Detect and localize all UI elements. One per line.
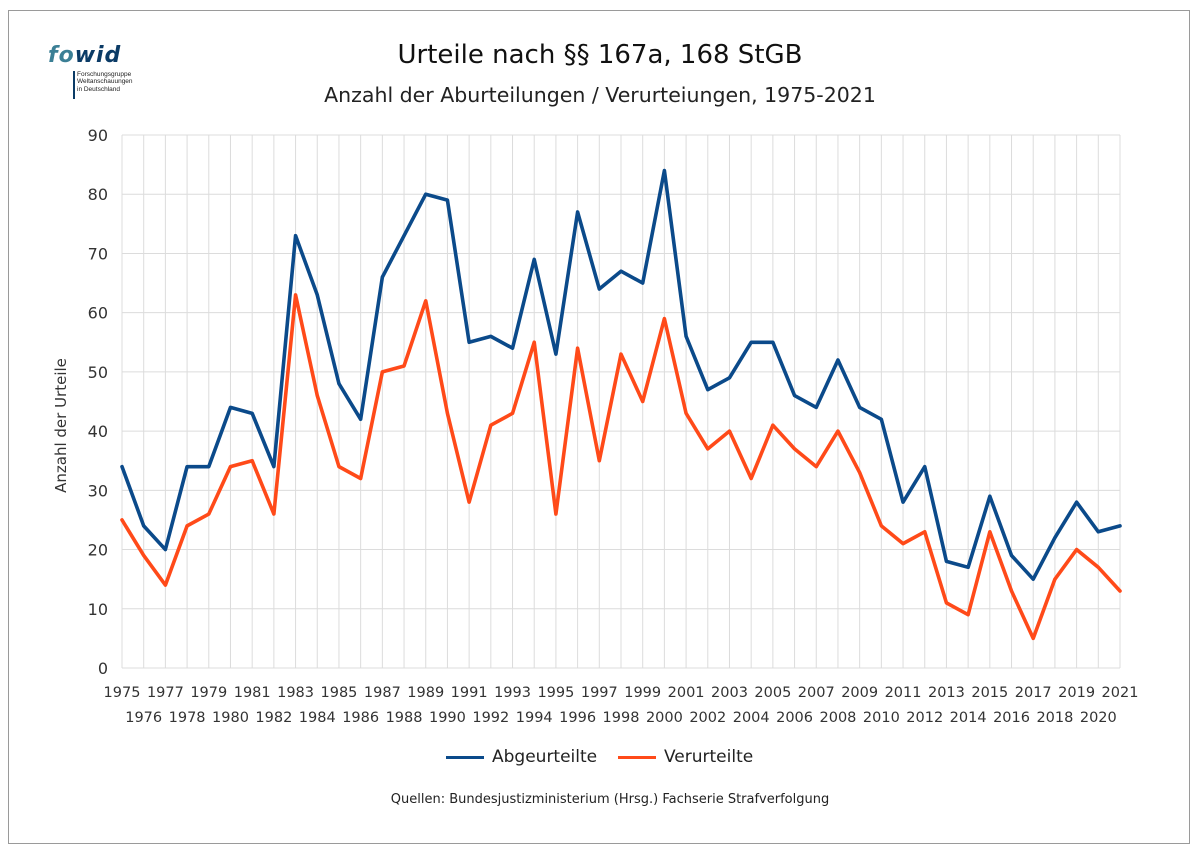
y-tick-label: 70 [88,244,108,263]
x-tick-label: 1982 [255,710,292,726]
logo-wordmark: fowid [48,43,122,68]
x-tick-label: 1977 [147,685,184,701]
y-tick-label: 60 [88,304,108,323]
x-tick-label: 1994 [516,710,553,726]
legend-item-verurteilte: Verurteilte [618,744,753,770]
x-tick-label: 1995 [537,685,574,701]
x-tick-label: 1984 [299,710,336,726]
y-tick-label: 40 [88,422,108,441]
x-tick-label: 1997 [581,685,618,701]
chart-title: Urteile nach §§ 167a, 168 StGB [397,40,803,70]
legend-label-abgeurteilte: Abgeurteilte [492,747,598,767]
x-tick-label: 2015 [971,685,1008,701]
x-tick-label: 1986 [342,710,379,726]
x-tick-label: 2008 [820,710,857,726]
x-tick-label: 2002 [689,710,726,726]
x-tick-label: 2013 [928,685,965,701]
x-tick-label: 2004 [733,710,770,726]
x-tick-label: 1978 [169,710,206,726]
x-tick-label: 1989 [407,685,444,701]
x-tick-label: 2009 [841,685,878,701]
x-tick-label: 2003 [711,685,748,701]
y-tick-label: 20 [88,541,108,560]
legend-label-verurteilte: Verurteilte [664,747,754,767]
x-tick-label: 1998 [603,710,640,726]
y-axis-label: Anzahl der Urteile [52,358,70,493]
x-tick-label: 1987 [364,685,401,701]
x-tick-label: 1985 [321,685,358,701]
legend-swatch-verurteilte [618,755,656,759]
x-tick-label: 2021 [1102,685,1139,701]
x-tick-label: 1996 [559,710,596,726]
x-tick-label: 2017 [1015,685,1052,701]
y-tick-label: 80 [88,185,108,204]
x-tick-label: 2014 [950,710,987,726]
x-tick-label: 1992 [472,710,509,726]
y-tick-label: 0 [98,659,108,678]
x-tick-label: 1990 [429,710,466,726]
series-line-abgeurteilte [120,168,1122,581]
legend-swatch-abgeurteilte [446,755,484,759]
fowid-logo: fowid Forschungsgruppe Weltanschauungen … [48,43,158,103]
x-tick-label: 2020 [1080,710,1117,726]
x-tick-label: 2001 [668,685,705,701]
x-tick-label: 1999 [624,685,661,701]
x-tick-label: 2018 [1036,710,1073,726]
legend-item-abgeurteilte: Abgeurteilte [446,744,597,770]
x-tick-label: 1980 [212,710,249,726]
logo-divider [73,71,75,99]
x-tick-label: 2016 [993,710,1030,726]
y-tick-label: 10 [88,600,108,619]
x-tick-label: 1975 [104,685,141,701]
x-tick-label: 1991 [451,685,488,701]
logo-tagline: Forschungsgruppe Weltanschauungen in Deu… [77,71,133,93]
x-tick-label: 1993 [494,685,531,701]
x-tick-label: 1988 [386,710,423,726]
series-line-verurteilte [120,293,1122,641]
y-tick-label: 90 [88,126,108,145]
x-tick-label: 2012 [906,710,943,726]
x-tick-label: 2010 [863,710,900,726]
x-tick-label: 2000 [646,710,683,726]
x-tick-label: 1981 [234,685,271,701]
x-tick-label: 2005 [754,685,791,701]
legend: Abgeurteilte Verurteilte [0,744,1200,770]
x-tick-label: 1979 [190,685,227,701]
x-tick-label: 2007 [798,685,835,701]
chart-subtitle: Anzahl der Aburteilungen / Verurteiungen… [324,83,876,107]
source-note: Quellen: Bundesjustizministerium (Hrsg.)… [390,792,830,807]
x-tick-label: 1983 [277,685,314,701]
y-tick-label: 30 [88,481,108,500]
x-tick-label: 1976 [125,710,162,726]
x-tick-label: 2011 [885,685,922,701]
x-tick-label: 2019 [1058,685,1095,701]
x-tick-label: 2006 [776,710,813,726]
y-tick-label: 50 [88,363,108,382]
